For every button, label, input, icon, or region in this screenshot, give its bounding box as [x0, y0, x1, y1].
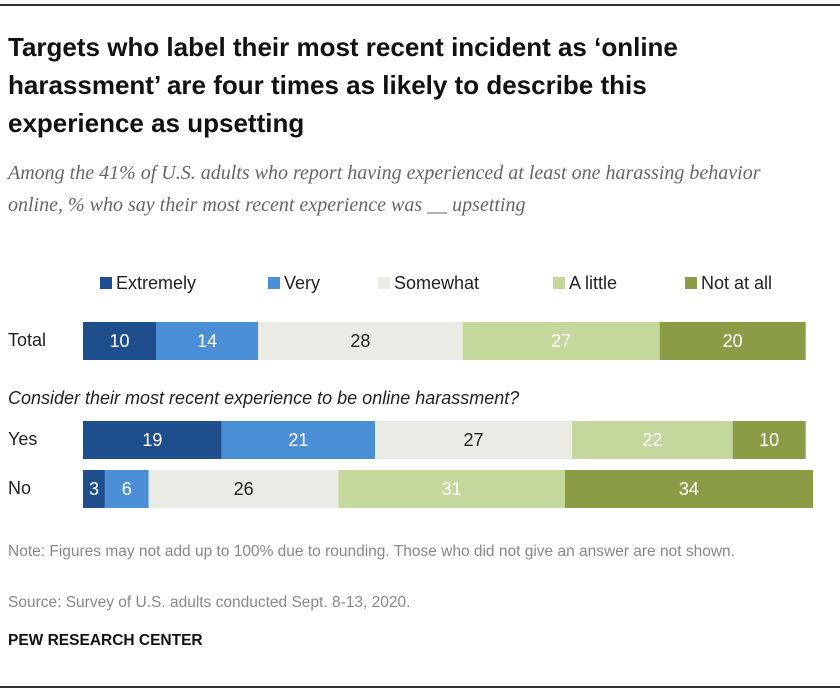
credit: PEW RESEARCH CENTER [8, 632, 203, 649]
value-label: 27 [464, 430, 484, 450]
legend-swatch [100, 277, 112, 289]
legend-label: Somewhat [394, 273, 479, 293]
bar-segment [83, 322, 156, 360]
value-label: 10 [759, 430, 779, 450]
legend-label: Extremely [116, 273, 196, 293]
bar-segment [732, 421, 806, 459]
legend-swatch [268, 277, 280, 289]
bar-segment [659, 322, 806, 360]
bar-segment [564, 470, 813, 508]
category-label: Yes [8, 429, 37, 449]
value-label: 26 [234, 479, 254, 499]
legend-label: A little [569, 273, 617, 293]
bar-segment [258, 322, 463, 360]
group-label: Consider their most recent experience to… [8, 388, 519, 408]
legend-label: Very [284, 273, 320, 293]
bar-segment [156, 322, 259, 360]
value-label: 20 [723, 331, 743, 351]
value-label: 28 [350, 331, 370, 351]
bar-segment [83, 470, 105, 508]
note: Note: Figures may not add up to 100% due… [8, 543, 735, 560]
bar-segment [104, 470, 149, 508]
bar-segment [83, 421, 222, 459]
value-label: 21 [288, 430, 308, 450]
value-label: 14 [197, 331, 217, 351]
value-label: 10 [109, 331, 129, 351]
category-label: Total [8, 330, 46, 350]
bar-segment [462, 322, 660, 360]
category-label: No [8, 478, 31, 498]
bar-segment [148, 470, 339, 508]
bar-segment [338, 470, 565, 508]
legend-swatch [685, 277, 697, 289]
legend-label: Not at all [701, 273, 772, 293]
legend-swatch [553, 277, 565, 289]
bar-segment [572, 421, 733, 459]
value-label: 34 [679, 479, 699, 499]
value-label: 27 [551, 331, 571, 351]
value-label: 3 [89, 479, 99, 499]
value-label: 19 [142, 430, 162, 450]
source: Source: Survey of U.S. adults conducted … [8, 594, 411, 611]
legend-swatch [378, 277, 390, 289]
bar-segment [221, 421, 375, 459]
value-label: 22 [642, 430, 662, 450]
value-label: 6 [122, 479, 132, 499]
value-label: 31 [442, 479, 462, 499]
chart-subtitle: Among the 41% of U.S. adults who report … [8, 162, 761, 216]
chart-title: Targets who label their most recent inci… [8, 32, 678, 138]
bar-segment [375, 421, 573, 459]
